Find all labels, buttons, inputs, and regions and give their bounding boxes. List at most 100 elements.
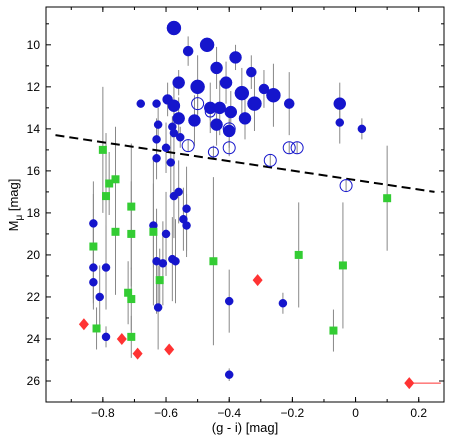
blue-filled-circle-point	[224, 296, 234, 306]
green-square-point	[294, 250, 303, 259]
y-tick-label: 24	[27, 332, 41, 346]
green-square-point	[102, 192, 111, 201]
y-tick-label: 14	[27, 122, 41, 136]
blue-filled-circle-point	[190, 79, 205, 95]
blue-filled-circle-point	[182, 221, 191, 230]
blue-filled-circle-point	[266, 87, 281, 103]
y-tick-label: 20	[27, 248, 41, 262]
blue-filled-circle-point	[238, 112, 252, 125]
data-markers	[78, 20, 415, 390]
red-diamond-point	[252, 274, 263, 287]
blue-filled-circle-point	[224, 105, 238, 119]
green-square-point	[127, 202, 136, 211]
y-tick-label: 18	[27, 206, 41, 220]
y-tick-label: 22	[27, 290, 41, 304]
green-square-point	[111, 227, 120, 236]
green-square-point	[149, 227, 158, 236]
blue-open-circle-point	[181, 139, 195, 153]
blue-open-circle-point	[222, 141, 236, 155]
x-tick-label: −0.6	[154, 406, 178, 420]
blue-filled-circle-point	[101, 332, 111, 342]
green-square-point	[98, 145, 107, 154]
blue-open-circle-point	[263, 153, 277, 167]
green-square-point	[338, 261, 347, 270]
red-diamond-point	[132, 347, 143, 360]
axis-ticks: −0.8 −0.6 −0.4 −0.2 0 0.2 10 12 14 16 18 20 22 24 26	[27, 7, 444, 420]
blue-open-circle-point	[204, 106, 216, 118]
blue-filled-circle-point	[167, 99, 181, 112]
blue-filled-circle-point	[283, 98, 295, 109]
blue-filled-circle-point	[246, 66, 257, 78]
blue-filled-circle-point	[175, 133, 185, 142]
x-tick-label: 0	[352, 406, 359, 420]
blue-open-circle-point	[222, 122, 236, 136]
y-axis-label-main: M	[6, 221, 21, 232]
blue-filled-circle-point	[171, 256, 180, 266]
blue-open-circle-point	[339, 179, 353, 193]
blue-filled-circle-point	[224, 370, 234, 379]
blue-filled-circle-point	[153, 303, 163, 312]
x-tick-label: −0.2	[281, 406, 305, 420]
green-square-point	[155, 276, 164, 285]
blue-filled-circle-point	[153, 120, 163, 129]
blue-filled-circle-point	[89, 277, 98, 287]
blue-filled-circle-point	[136, 99, 146, 108]
blue-open-circle-point	[207, 146, 219, 158]
blue-open-circle-point	[290, 141, 304, 155]
green-square-point	[124, 288, 133, 297]
blue-filled-circle-point	[95, 292, 104, 302]
y-tick-label: 12	[27, 80, 41, 94]
blue-filled-circle-point	[258, 83, 270, 95]
blue-filled-circle-point	[101, 263, 111, 272]
red-diamond-point	[404, 377, 415, 390]
blue-filled-circle-point	[172, 76, 185, 89]
blue-open-circle-point	[282, 141, 296, 155]
green-square-point	[89, 242, 98, 251]
blue-filled-circle-point	[172, 112, 185, 125]
green-square-point	[127, 229, 136, 238]
blue-filled-circle-point	[166, 20, 182, 36]
blue-filled-circle-point	[158, 259, 168, 268]
red-diamond-point	[116, 332, 127, 345]
blue-filled-circle-point	[166, 158, 176, 167]
blue-filled-circle-point	[152, 154, 161, 163]
green-square-point	[127, 295, 136, 304]
green-square-point	[111, 175, 120, 184]
blue-filled-circle-point	[161, 143, 171, 153]
blue-filled-circle-point	[89, 219, 98, 228]
blue-filled-circle-point	[152, 135, 161, 144]
blue-filled-circle-point	[89, 263, 98, 272]
x-tick-label: −0.4	[217, 406, 241, 420]
green-square-point	[92, 324, 101, 333]
blue-filled-circle-point	[219, 76, 233, 89]
y-tick-label: 26	[27, 374, 41, 388]
green-square-point	[383, 194, 392, 203]
blue-filled-circle-point	[210, 61, 223, 75]
blue-open-circle-point	[191, 97, 205, 111]
dashed-fit-line	[55, 134, 435, 193]
blue-filled-circle-point	[152, 99, 161, 108]
green-square-point	[127, 332, 136, 341]
green-square-point	[209, 257, 218, 266]
blue-filled-circle-point	[278, 299, 288, 308]
blue-filled-circle-point	[247, 96, 262, 111]
blue-filled-circle-point	[188, 114, 201, 127]
y-axis-label: Mμ [mag]	[6, 179, 25, 232]
blue-filled-circle-point	[333, 97, 347, 110]
blue-filled-circle-point	[182, 45, 194, 57]
blue-filled-circle-point	[229, 51, 242, 64]
red-diamond-point	[78, 318, 89, 331]
green-square-point	[105, 179, 114, 188]
blue-filled-circle-point	[335, 118, 345, 127]
y-axis-label-subscript: μ	[14, 215, 25, 221]
blue-filled-circle-point	[199, 37, 215, 53]
y-axis-label-suffix: [mag]	[6, 179, 21, 215]
blue-filled-circle-point	[357, 124, 367, 134]
blue-filled-circle-point	[174, 187, 183, 197]
x-tick-label: 0.2	[410, 406, 427, 420]
red-diamond-point	[164, 343, 175, 356]
green-square-point	[329, 326, 338, 335]
blue-filled-circle-point	[234, 85, 250, 101]
